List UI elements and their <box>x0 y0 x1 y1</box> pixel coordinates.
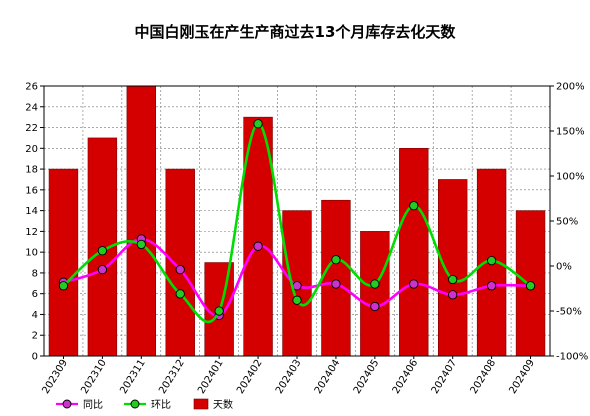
series-point-1-202407 <box>448 274 458 285</box>
y-right-tick-label: 50% <box>556 217 578 228</box>
series-point-1-202311 <box>136 239 146 250</box>
y-right-tick-label: 200% <box>556 82 585 93</box>
y-right-tick-label: -50% <box>556 307 582 318</box>
y-left-tick-label: 18 <box>25 165 38 176</box>
y-left-tick-label: 10 <box>25 248 38 259</box>
series-point-1-202401 <box>214 306 224 316</box>
x-tick-label: 202312 <box>157 358 187 396</box>
series-point-1-202404 <box>331 255 341 265</box>
y-left-tick-label: 20 <box>25 144 38 155</box>
legend-label-1: 环比 <box>151 399 171 411</box>
y-left-tick-label: 14 <box>25 206 38 217</box>
bar-202309 <box>48 168 79 357</box>
y-left-tick-label: 2 <box>32 331 38 342</box>
bar-202402 <box>243 116 273 357</box>
x-tick-label: 202408 <box>469 358 499 396</box>
x-tick-label: 202309 <box>40 358 70 396</box>
legend-label-bar: 天数 <box>213 398 233 411</box>
series-point-0-202406 <box>409 279 419 289</box>
series-line-1 <box>62 122 532 324</box>
y-left-tick-label: 0 <box>32 352 38 363</box>
series-point-1-202405 <box>370 279 380 289</box>
legend-marker-0 <box>62 399 72 409</box>
y-left-tick-label: 22 <box>25 123 38 134</box>
series-point-1-202403 <box>292 295 302 305</box>
series-point-0-202405 <box>370 301 380 312</box>
series-point-1-202408 <box>486 255 497 266</box>
series-point-1-202309 <box>58 281 69 291</box>
bar-202406 <box>399 148 429 357</box>
y-right-tick-label: 100% <box>556 172 585 183</box>
series-point-1-202312 <box>175 289 185 299</box>
series-point-1-202310 <box>97 246 108 256</box>
y-right-tick-label: -100% <box>556 352 588 363</box>
x-tick-label: 202405 <box>352 358 382 396</box>
plot-area: 02468101214161820222426-100%-50%0%50%100… <box>25 82 588 396</box>
y-left-tick-label: 24 <box>25 102 38 113</box>
series-point-0-202310 <box>97 264 108 275</box>
y-left-tick-label: 4 <box>32 310 38 321</box>
y-left-tick-label: 6 <box>32 289 38 300</box>
x-tick-label: 202401 <box>196 358 226 396</box>
y-left-tick-label: 26 <box>25 82 38 93</box>
series-point-0-202408 <box>486 281 497 291</box>
series-point-0-202404 <box>331 279 341 289</box>
bar-202311 <box>126 85 157 357</box>
series-point-0-202407 <box>448 290 458 300</box>
y-left-tick-label: 16 <box>25 185 38 196</box>
x-tick-label: 202403 <box>274 358 304 396</box>
x-tick-label: 202310 <box>79 358 109 396</box>
y-left-tick-label: 12 <box>25 227 38 238</box>
series-point-0-202312 <box>175 264 185 275</box>
legend-marker-1 <box>130 399 140 409</box>
legend: 同比 环比 天数 <box>56 398 233 411</box>
bar-202405 <box>360 231 390 357</box>
bar-202404 <box>321 199 351 357</box>
x-tick-label: 202406 <box>391 358 421 396</box>
legend-swatch-bar <box>193 398 209 410</box>
y-left-tick-label: 8 <box>32 268 38 279</box>
y-right-tick-label: 150% <box>556 127 585 138</box>
x-tick-label: 202311 <box>118 358 148 396</box>
x-tick-label: 202409 <box>508 358 538 396</box>
bar-202407 <box>437 179 468 357</box>
series-point-1-202409 <box>525 281 536 291</box>
chart-title: 中国白刚玉在产生产商过去13个月库存去化天数 <box>135 23 457 41</box>
y-right-tick-label: 0% <box>556 262 572 273</box>
x-tick-label: 202407 <box>430 358 460 396</box>
x-tick-label: 202404 <box>313 358 343 396</box>
series-point-1-202406 <box>409 201 419 211</box>
bar-202312 <box>165 168 195 357</box>
legend-label-0: 同比 <box>83 399 103 411</box>
x-tick-label: 202402 <box>235 358 265 396</box>
series-point-1-202402 <box>253 119 263 129</box>
series-point-0-202402 <box>253 241 263 251</box>
